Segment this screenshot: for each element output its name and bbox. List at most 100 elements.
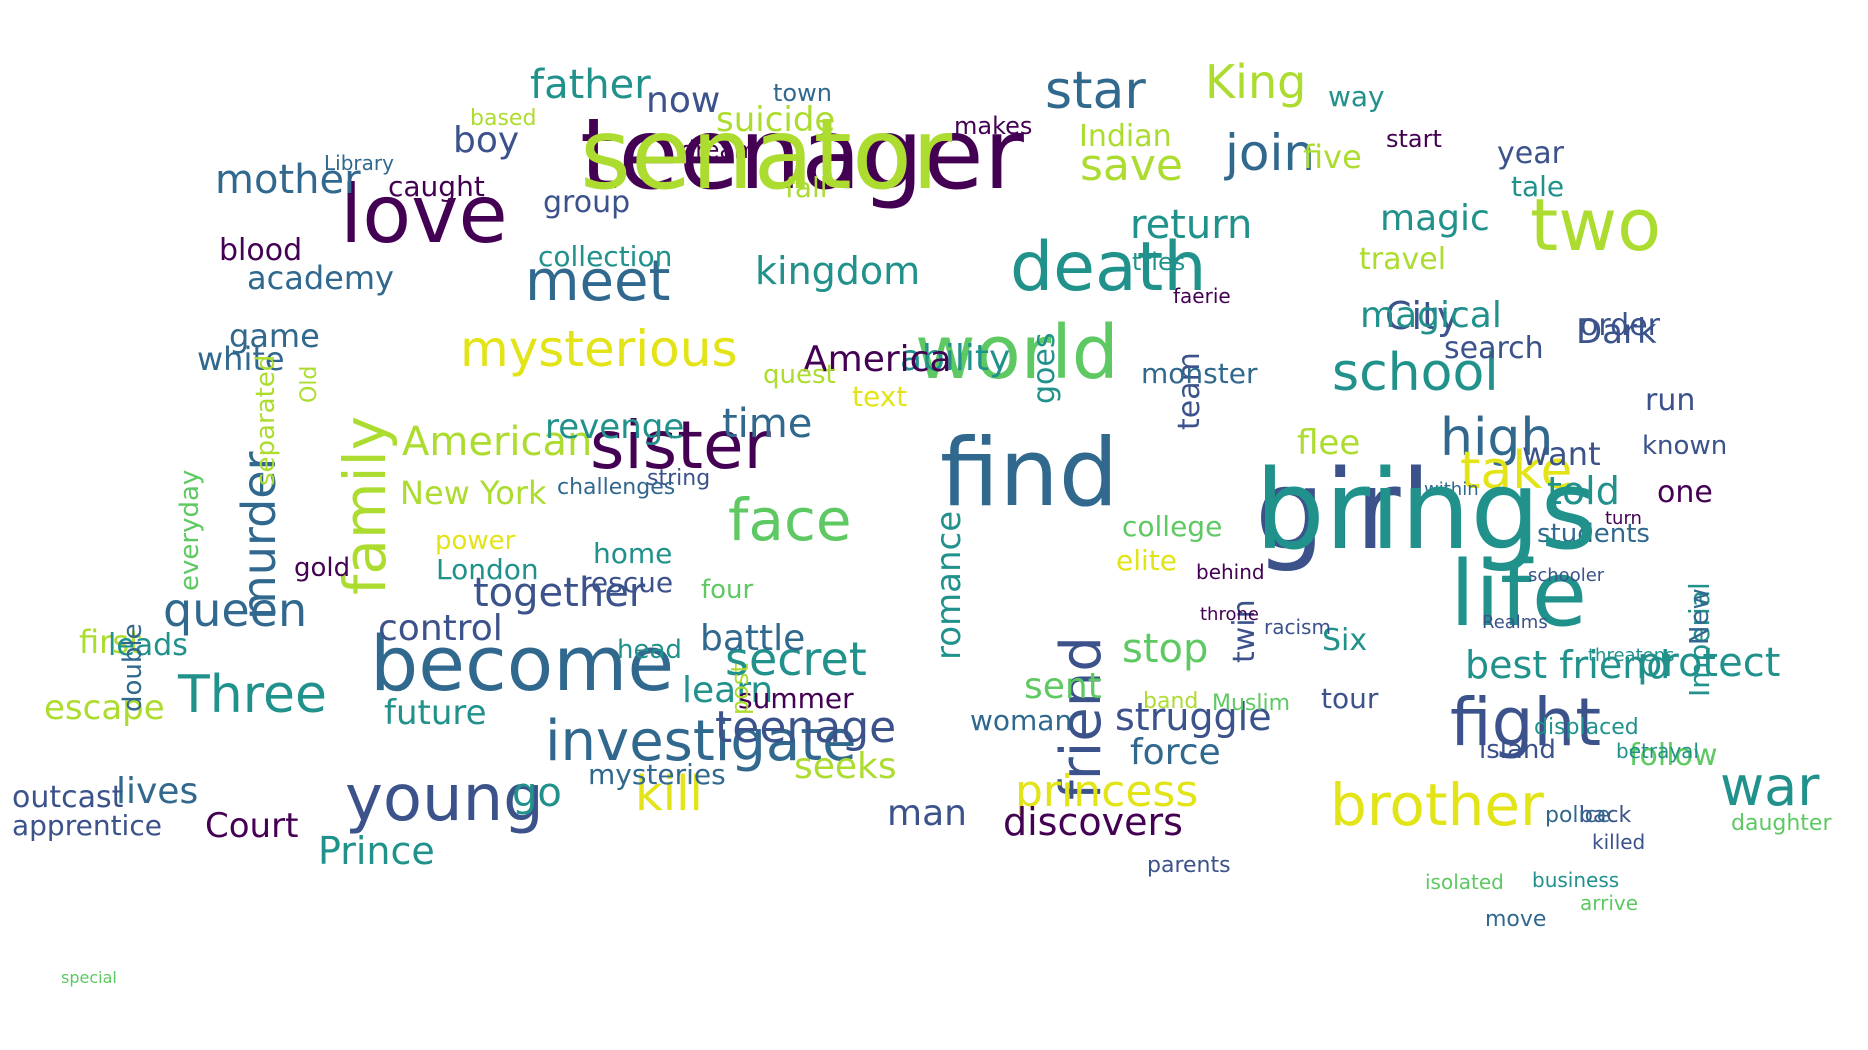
word-killed: killed: [1592, 830, 1645, 854]
word-star: star: [1045, 61, 1146, 121]
word-stop: stop: [1122, 626, 1208, 672]
word-find: find: [940, 419, 1118, 528]
word-daughter: daughter: [1731, 811, 1832, 836]
word-based: based: [470, 106, 536, 131]
word-known: known: [1642, 431, 1727, 461]
word-outcast: outcast: [12, 780, 124, 815]
word-protect: protect: [1637, 640, 1780, 686]
word-start: start: [1386, 125, 1442, 153]
word-run: run: [1645, 383, 1695, 418]
word-three: Three: [177, 665, 327, 725]
word-man: man: [887, 793, 967, 834]
word-boy: boy: [453, 120, 519, 161]
word-way: way: [1328, 80, 1385, 113]
word-new-york: New York: [400, 474, 547, 512]
word-group: group: [543, 185, 630, 220]
word-academy: academy: [247, 259, 394, 297]
word-mysteries: mysteries: [588, 758, 726, 791]
word-faerie: faerie: [1173, 284, 1231, 308]
word-murder: murder: [232, 451, 286, 620]
word-face: face: [728, 486, 852, 554]
word-brings: brings: [1255, 446, 1597, 574]
word-betrayal: betrayal: [1616, 739, 1699, 763]
word-arrive: arrive: [1580, 891, 1638, 915]
word-fall: fall: [785, 171, 828, 204]
word-family: family: [331, 416, 399, 595]
word-schooler: schooler: [1528, 565, 1605, 586]
word-racism: racism: [1264, 615, 1331, 639]
word-american: American: [402, 419, 592, 465]
word-lives: lives: [116, 771, 198, 812]
word-library: Library: [324, 151, 394, 175]
word-two: two: [1530, 183, 1661, 267]
word-isolated: isolated: [1425, 870, 1504, 894]
word-four: four: [701, 575, 754, 605]
word-special: special: [61, 968, 117, 987]
word-home: home: [593, 537, 672, 570]
word-new: New: [1685, 588, 1715, 645]
word-blood: blood: [219, 233, 302, 268]
word-revenge: revenge: [545, 407, 684, 447]
word-layer: teenagergirllovelifebecomefindtwodeathwo…: [12, 55, 1832, 987]
word-game: game: [229, 317, 320, 355]
word-sent: sent: [1024, 666, 1102, 707]
word-caught: caught: [388, 170, 485, 203]
word-police: police: [1545, 803, 1610, 828]
word-time: time: [722, 401, 812, 447]
word-separated: separated: [251, 355, 281, 486]
word-take: take: [1460, 441, 1573, 501]
word-save: save: [1080, 140, 1183, 191]
word-tour: tour: [1321, 682, 1379, 715]
word-realms: Realms: [1482, 612, 1548, 633]
word-everyday: everyday: [175, 470, 205, 591]
word-sister: sister: [590, 407, 772, 484]
word-seeks: seeks: [794, 746, 897, 787]
word-told: told: [1547, 469, 1620, 513]
word-double: double: [118, 623, 148, 712]
word-band: band: [1143, 689, 1198, 714]
word-future: future: [384, 693, 487, 733]
word-america: America: [803, 339, 952, 380]
word-battle: battle: [700, 618, 805, 659]
word-girl: girl: [1255, 446, 1431, 574]
word-power: power: [435, 526, 516, 556]
word-together: together: [473, 570, 646, 616]
word-teenage: teenage: [715, 702, 896, 753]
word-court: Court: [205, 806, 298, 846]
word-twin: twin: [1227, 599, 1262, 663]
word-one: one: [1657, 475, 1713, 510]
word-island: island: [1479, 735, 1556, 765]
word-woman: woman: [970, 704, 1072, 737]
word-ability: ability: [900, 338, 1010, 379]
word-war: war: [1720, 755, 1820, 818]
word-life: life: [1450, 542, 1587, 647]
word-princess: princess: [1015, 766, 1198, 817]
word-dark: Dark: [1576, 312, 1657, 352]
word-head: head: [617, 635, 682, 665]
word-magical: magical: [1360, 295, 1502, 336]
word-now: now: [646, 80, 720, 121]
word-romance: romance: [929, 511, 969, 660]
word-goes: goes: [1027, 333, 1062, 404]
word-force: force: [1130, 732, 1221, 773]
word-gold: gold: [294, 553, 350, 583]
word-suicide: suicide: [716, 100, 835, 140]
word-teenager: teenager: [580, 98, 1025, 212]
word-muslim: Muslim: [1212, 691, 1290, 716]
word-school: school: [1332, 343, 1499, 403]
word-rescue: rescue: [580, 566, 673, 599]
word-students: students: [1537, 519, 1650, 549]
word-go: go: [512, 770, 562, 816]
word-struggle: struggle: [1115, 695, 1272, 739]
word-magic: magic: [1380, 198, 1490, 239]
word-post: post: [726, 663, 754, 715]
word-mother: mother: [215, 157, 361, 203]
word-travel: travel: [1359, 242, 1446, 277]
word-young: young: [345, 762, 544, 836]
word-escape: escape: [44, 688, 165, 728]
word-want: want: [1522, 435, 1601, 473]
word-imperial: Imperial: [1683, 582, 1716, 697]
word-secret: secret: [725, 632, 867, 686]
word-kingdom: kingdom: [755, 249, 920, 293]
